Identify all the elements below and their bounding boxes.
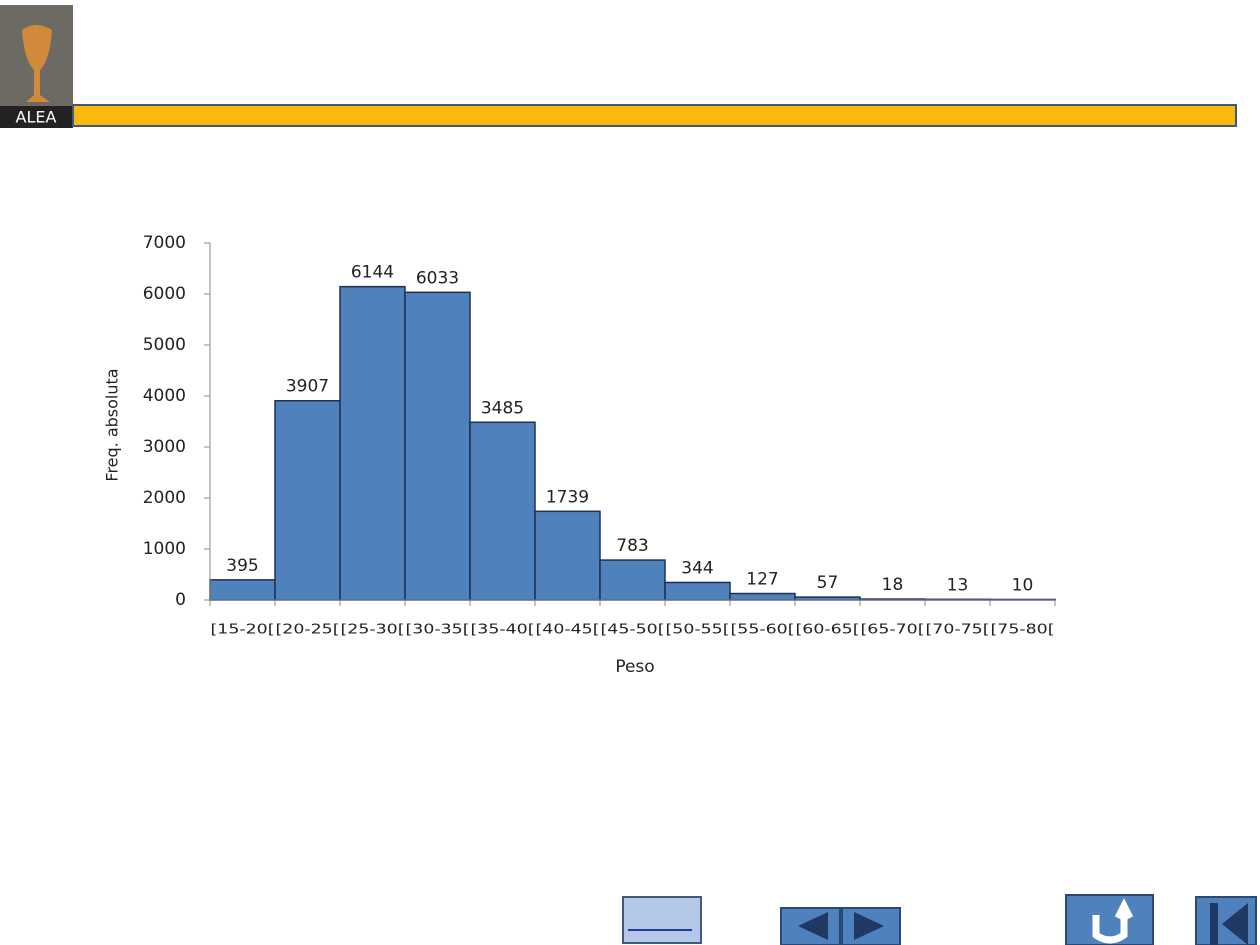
x-tick-label: [40-45[	[536, 623, 600, 638]
menu-button[interactable]	[622, 896, 702, 944]
data-label: 3485	[481, 398, 524, 418]
x-tick-label: [35-40[	[471, 623, 535, 638]
logo-text: ALEA	[16, 108, 57, 127]
y-tick-label: 3000	[143, 437, 186, 457]
header-bar	[72, 104, 1237, 127]
y-tick-label: 6000	[143, 284, 186, 304]
data-label: 57	[817, 573, 839, 593]
y-tick-label: 4000	[143, 386, 186, 406]
logo-cup	[22, 25, 52, 102]
x-tick-label: [70-75[	[926, 623, 990, 638]
x-tick-label: [55-60[	[731, 623, 795, 638]
data-label: 344	[681, 558, 713, 578]
bar	[339, 285, 406, 601]
return-icon	[1092, 898, 1134, 944]
x-tick-label: [25-30[	[341, 623, 405, 638]
bar	[599, 559, 666, 601]
y-tick-label: 0	[175, 590, 186, 610]
data-label: 6033	[416, 268, 459, 288]
chart: Peso Freq. absoluta 0 1000 2000 3000 4000 500…	[103, 233, 1056, 677]
data-label: 1739	[546, 487, 589, 507]
data-label: 18	[882, 575, 904, 595]
data-label: 783	[616, 536, 648, 556]
first-icon	[1210, 903, 1248, 945]
x-tick-label: [60-65[	[796, 623, 860, 638]
data-label: 3907	[286, 377, 329, 397]
bar	[209, 579, 276, 601]
x-tick-label: [15-20[	[211, 623, 275, 638]
bar	[469, 421, 536, 601]
bar	[664, 581, 731, 601]
bar	[404, 291, 471, 601]
logo-band	[0, 106, 73, 128]
data-label: 395	[226, 556, 258, 576]
x-tick-label: [20-25[	[276, 623, 340, 638]
data-label: 127	[746, 570, 778, 590]
y-axis-label: Freq. absoluta	[103, 368, 122, 481]
data-label: 10	[1012, 575, 1034, 595]
x-tick-label: [50-55[	[666, 623, 730, 638]
data-label: 13	[947, 575, 969, 595]
bar	[729, 592, 796, 601]
y-tick-label: 5000	[143, 335, 186, 355]
x-tick-label: [45-50[	[601, 623, 665, 638]
next-icon	[854, 912, 884, 940]
x-tick-label: [30-35[	[406, 623, 470, 638]
bar	[274, 399, 341, 601]
bar	[534, 510, 601, 601]
prev-icon	[798, 912, 828, 940]
data-label: 6144	[351, 263, 394, 283]
x-axis-label: Peso	[615, 657, 654, 677]
x-tick-label: [65-70[	[861, 623, 925, 638]
y-tick-label: 2000	[143, 488, 186, 508]
y-tick-label: 1000	[143, 539, 186, 559]
x-tick-label: [75-80[	[991, 623, 1055, 638]
y-tick-label: 7000	[143, 233, 186, 253]
